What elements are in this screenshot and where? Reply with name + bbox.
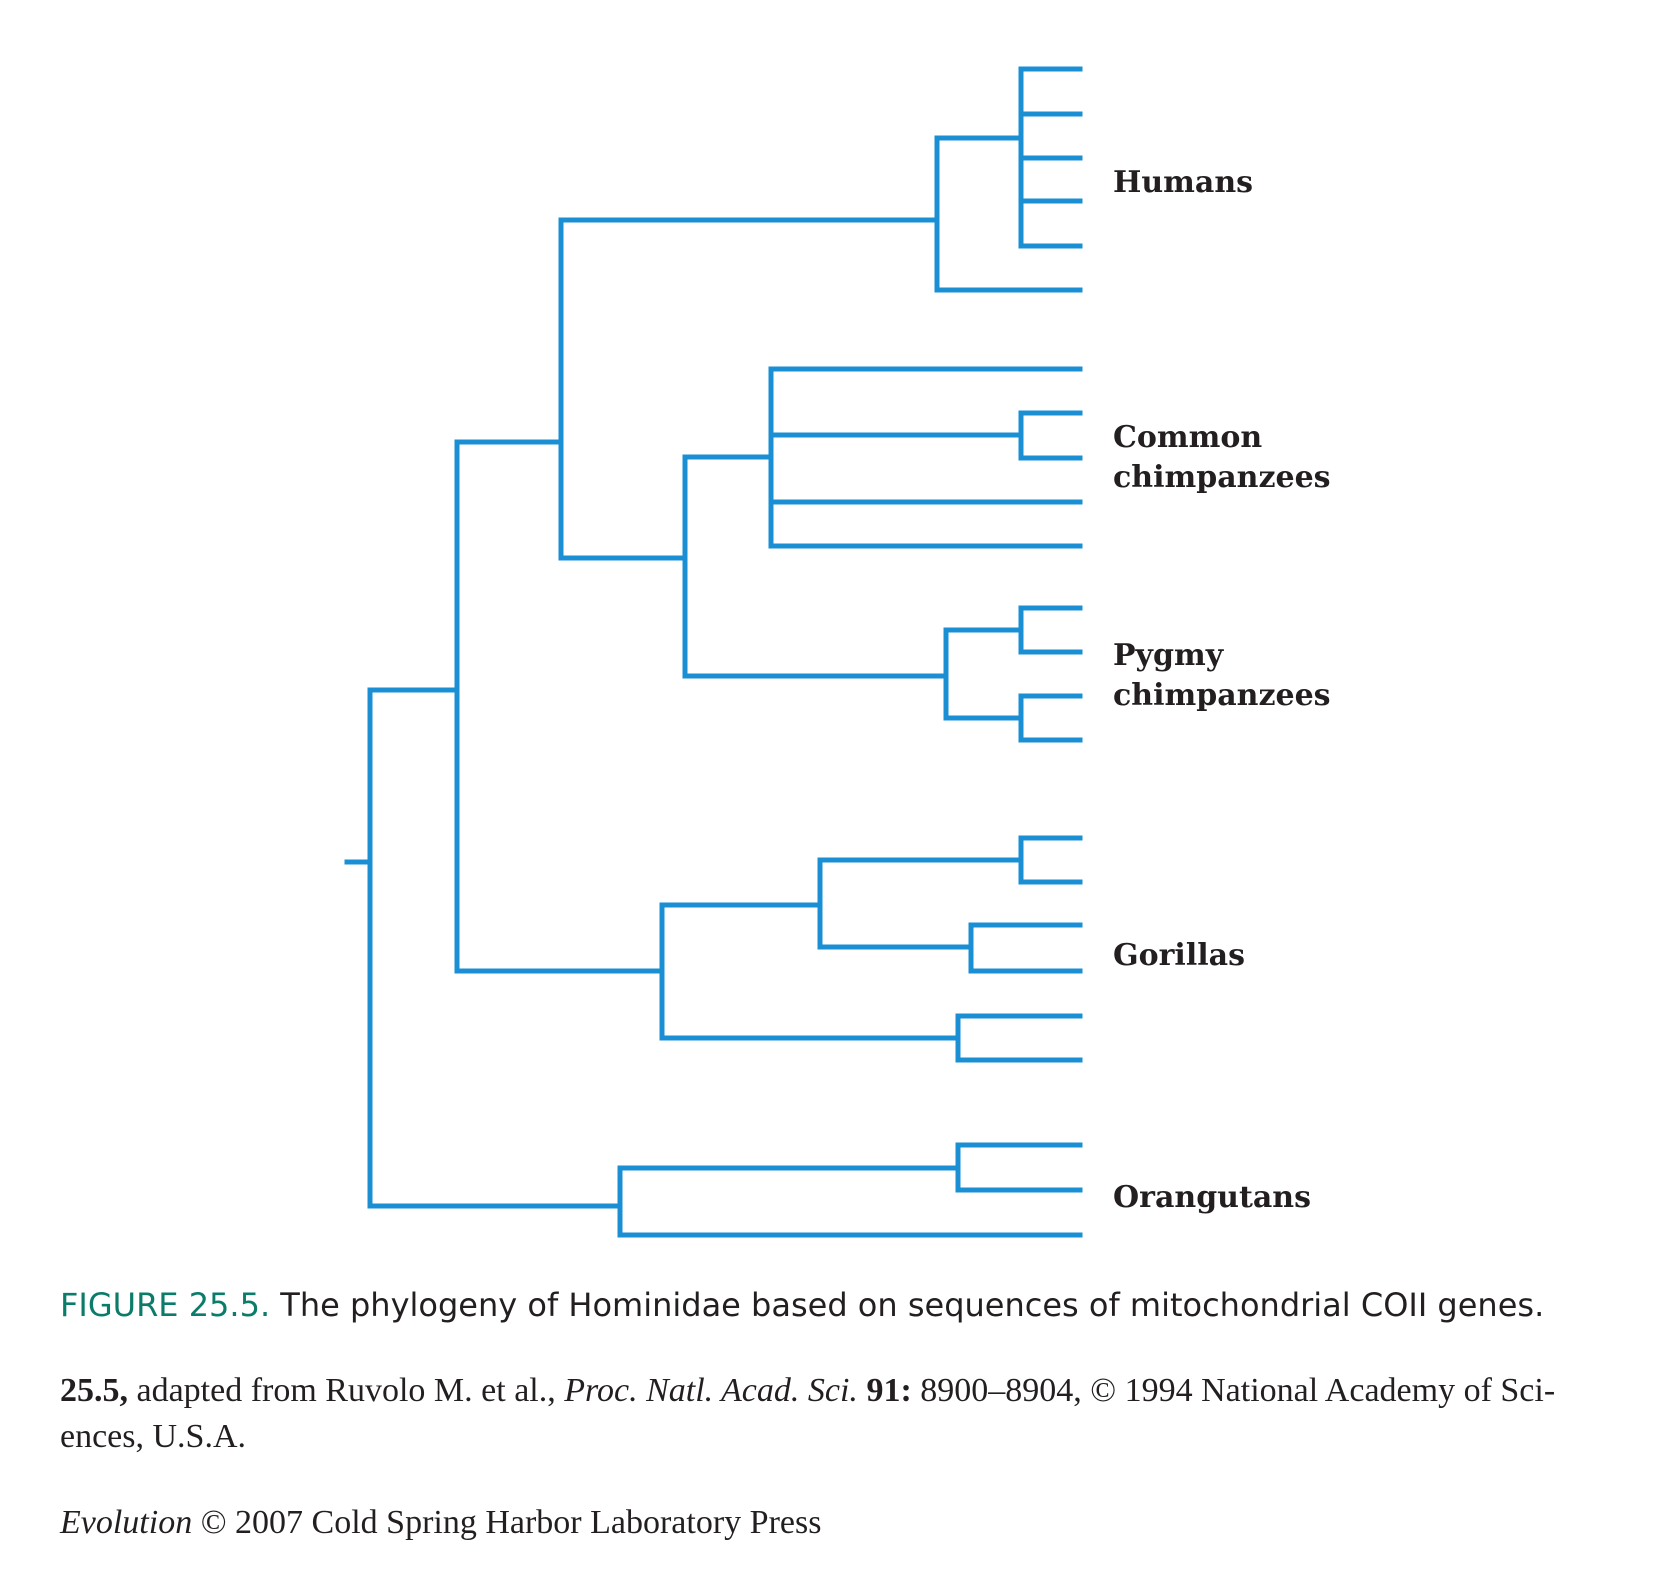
credit-journal: Proc. Natl. Acad. Sci. xyxy=(564,1372,858,1409)
clade-label-line: chimpanzees xyxy=(1113,678,1331,713)
figure-caption: FIGURE 25.5. The phylogeny of Hominidae … xyxy=(60,1286,1620,1324)
credit-figure-ref: 25.5, xyxy=(60,1372,128,1409)
caption-text: The phylogeny of Hominidae based on sequ… xyxy=(280,1286,1545,1324)
clade-label-common-chimpanzees: Common chimpanzees xyxy=(1113,418,1331,498)
clade-label-humans: Humans xyxy=(1113,165,1254,200)
credit-text-b: 8900–8904, © 1994 National Academy of Sc… xyxy=(60,1372,1556,1455)
clade-label-line: Common xyxy=(1113,420,1263,455)
figure-number: FIGURE 25.5. xyxy=(60,1286,271,1324)
credit-volume: 91: xyxy=(866,1372,912,1409)
publisher-text: © 2007 Cold Spring Harbor Laboratory Pre… xyxy=(192,1504,822,1541)
clade-label-pygmy-chimpanzees: Pygmy chimpanzees xyxy=(1113,636,1331,716)
clade-label-gorillas: Gorillas xyxy=(1113,938,1245,973)
source-credit: 25.5, adapted from Ruvolo M. et al., Pro… xyxy=(60,1368,1600,1460)
clade-label-line: Pygmy xyxy=(1113,638,1224,673)
credit-text-a: adapted from Ruvolo M. et al., xyxy=(128,1372,565,1409)
publisher-line: Evolution © 2007 Cold Spring Harbor Labo… xyxy=(60,1504,821,1542)
clade-label-line: chimpanzees xyxy=(1113,460,1331,495)
book-title: Evolution xyxy=(60,1504,193,1541)
clade-label-orangutans: Orangutans xyxy=(1113,1180,1311,1215)
phylogeny-tree xyxy=(344,66,1083,1238)
